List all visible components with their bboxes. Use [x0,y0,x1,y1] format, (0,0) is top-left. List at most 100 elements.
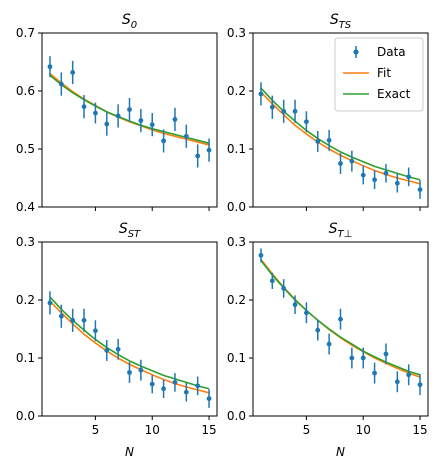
panel-s0: S0 0.4 0.5 0.6 0.7 [16,12,218,214]
data-point [304,119,309,125]
y-tick-label: 0.3 [227,26,246,40]
panel-title-subscript: ST [128,229,141,240]
data-point [206,396,212,401]
y-tick-label: 0.1 [227,142,246,156]
x-tick-label: 10 [145,423,160,437]
data-point [383,170,389,176]
y-tick-label: 0.1 [16,351,35,365]
data-point [281,108,287,114]
data-point [115,346,121,352]
data-point [281,286,287,291]
series-line-exact [49,296,210,390]
data-point [406,372,412,378]
data-point [292,108,298,114]
axes-frame [41,241,218,417]
data-point [47,300,53,306]
data-point [383,351,389,357]
data-point [406,174,412,180]
panel-stperp: ST⊥ 0.0 0.1 0.2 0.3 5 10 15 N [227,221,429,459]
data-point [394,180,400,186]
data-point [81,317,87,323]
data-point [326,137,332,143]
y-tick-label: 0.3 [227,235,246,249]
data-point [417,382,423,388]
data-point [172,117,178,122]
data-point [338,161,343,166]
data-point [81,104,87,110]
data-point [269,104,275,110]
data-point [93,328,98,334]
data-point [70,317,76,323]
legend-box [334,37,424,112]
data-point [127,107,132,112]
data-point [394,379,400,385]
y-tick-label: 0.0 [227,200,246,214]
y-tick-label: 0.3 [16,235,35,249]
data-point [304,310,309,316]
x-tick-label: 15 [412,423,427,437]
data-point [315,327,321,333]
y-tick-label: 0.6 [16,84,35,98]
data-point [338,316,343,322]
y-tick-label: 0.1 [227,351,246,365]
x-tick-label: 10 [356,423,371,437]
x-axis-label: N [125,445,134,459]
panel-title-subscript: T⊥ [338,229,353,240]
panel-title-main: S [329,221,338,237]
data-point [47,64,53,70]
data-point [149,381,155,387]
data-point [349,158,355,164]
y-tick-label: 0.4 [16,200,35,214]
legend-label-fit: Fit [377,66,391,80]
panel-title-main: S [119,221,128,237]
y-tick-label: 0.7 [16,26,35,40]
data-point [104,348,110,353]
series-line-exact [260,260,421,376]
data-point [292,302,298,308]
legend-label-exact: Exact [377,87,411,101]
y-tick-label: 0.5 [16,142,35,156]
panel-title-main: S [122,12,131,28]
y-tick-label: 0.0 [227,409,246,423]
data-point [138,367,144,373]
data-point [104,121,110,127]
data-point [70,70,76,75]
data-point [349,355,355,361]
data-point [127,370,132,375]
y-tick-label: 0.2 [227,293,246,307]
data-point [372,370,377,376]
data-point [183,389,189,395]
panel-title-subscript: 0 [131,20,137,31]
data-point [195,383,201,389]
panel-title-stperp: ST⊥ [329,221,353,240]
y-tick-label: 0.2 [227,84,246,98]
series-line-exact [260,87,421,181]
panel-sts: STS 0.0 0.1 0.2 0.3 Data Fit Exact [227,12,429,214]
y-tick-label: 0.0 [16,409,35,423]
data-point [417,187,423,193]
legend: Data Fit Exact [334,37,424,112]
data-point [93,110,98,116]
data-point [195,153,201,159]
legend-handle-marker [353,49,359,55]
data-point [183,133,189,139]
x-axis-label: N [336,445,345,459]
data-point [115,113,121,119]
axes-frame [252,32,429,208]
panel-title-main: S [330,12,339,28]
data-point [58,81,64,87]
axes-frame [41,32,218,208]
data-point [372,177,377,183]
data-point [206,147,212,153]
data-point [149,122,155,128]
panel-title-subscript: TS [339,20,352,31]
legend-label-data: Data [377,45,406,59]
axes-frame [252,241,429,417]
x-tick-label: 5 [303,423,311,437]
data-point [360,355,366,361]
x-tick-label: 15 [201,423,216,437]
data-point [315,139,321,144]
data-point [360,172,366,178]
panel-title-sts: STS [330,12,352,31]
